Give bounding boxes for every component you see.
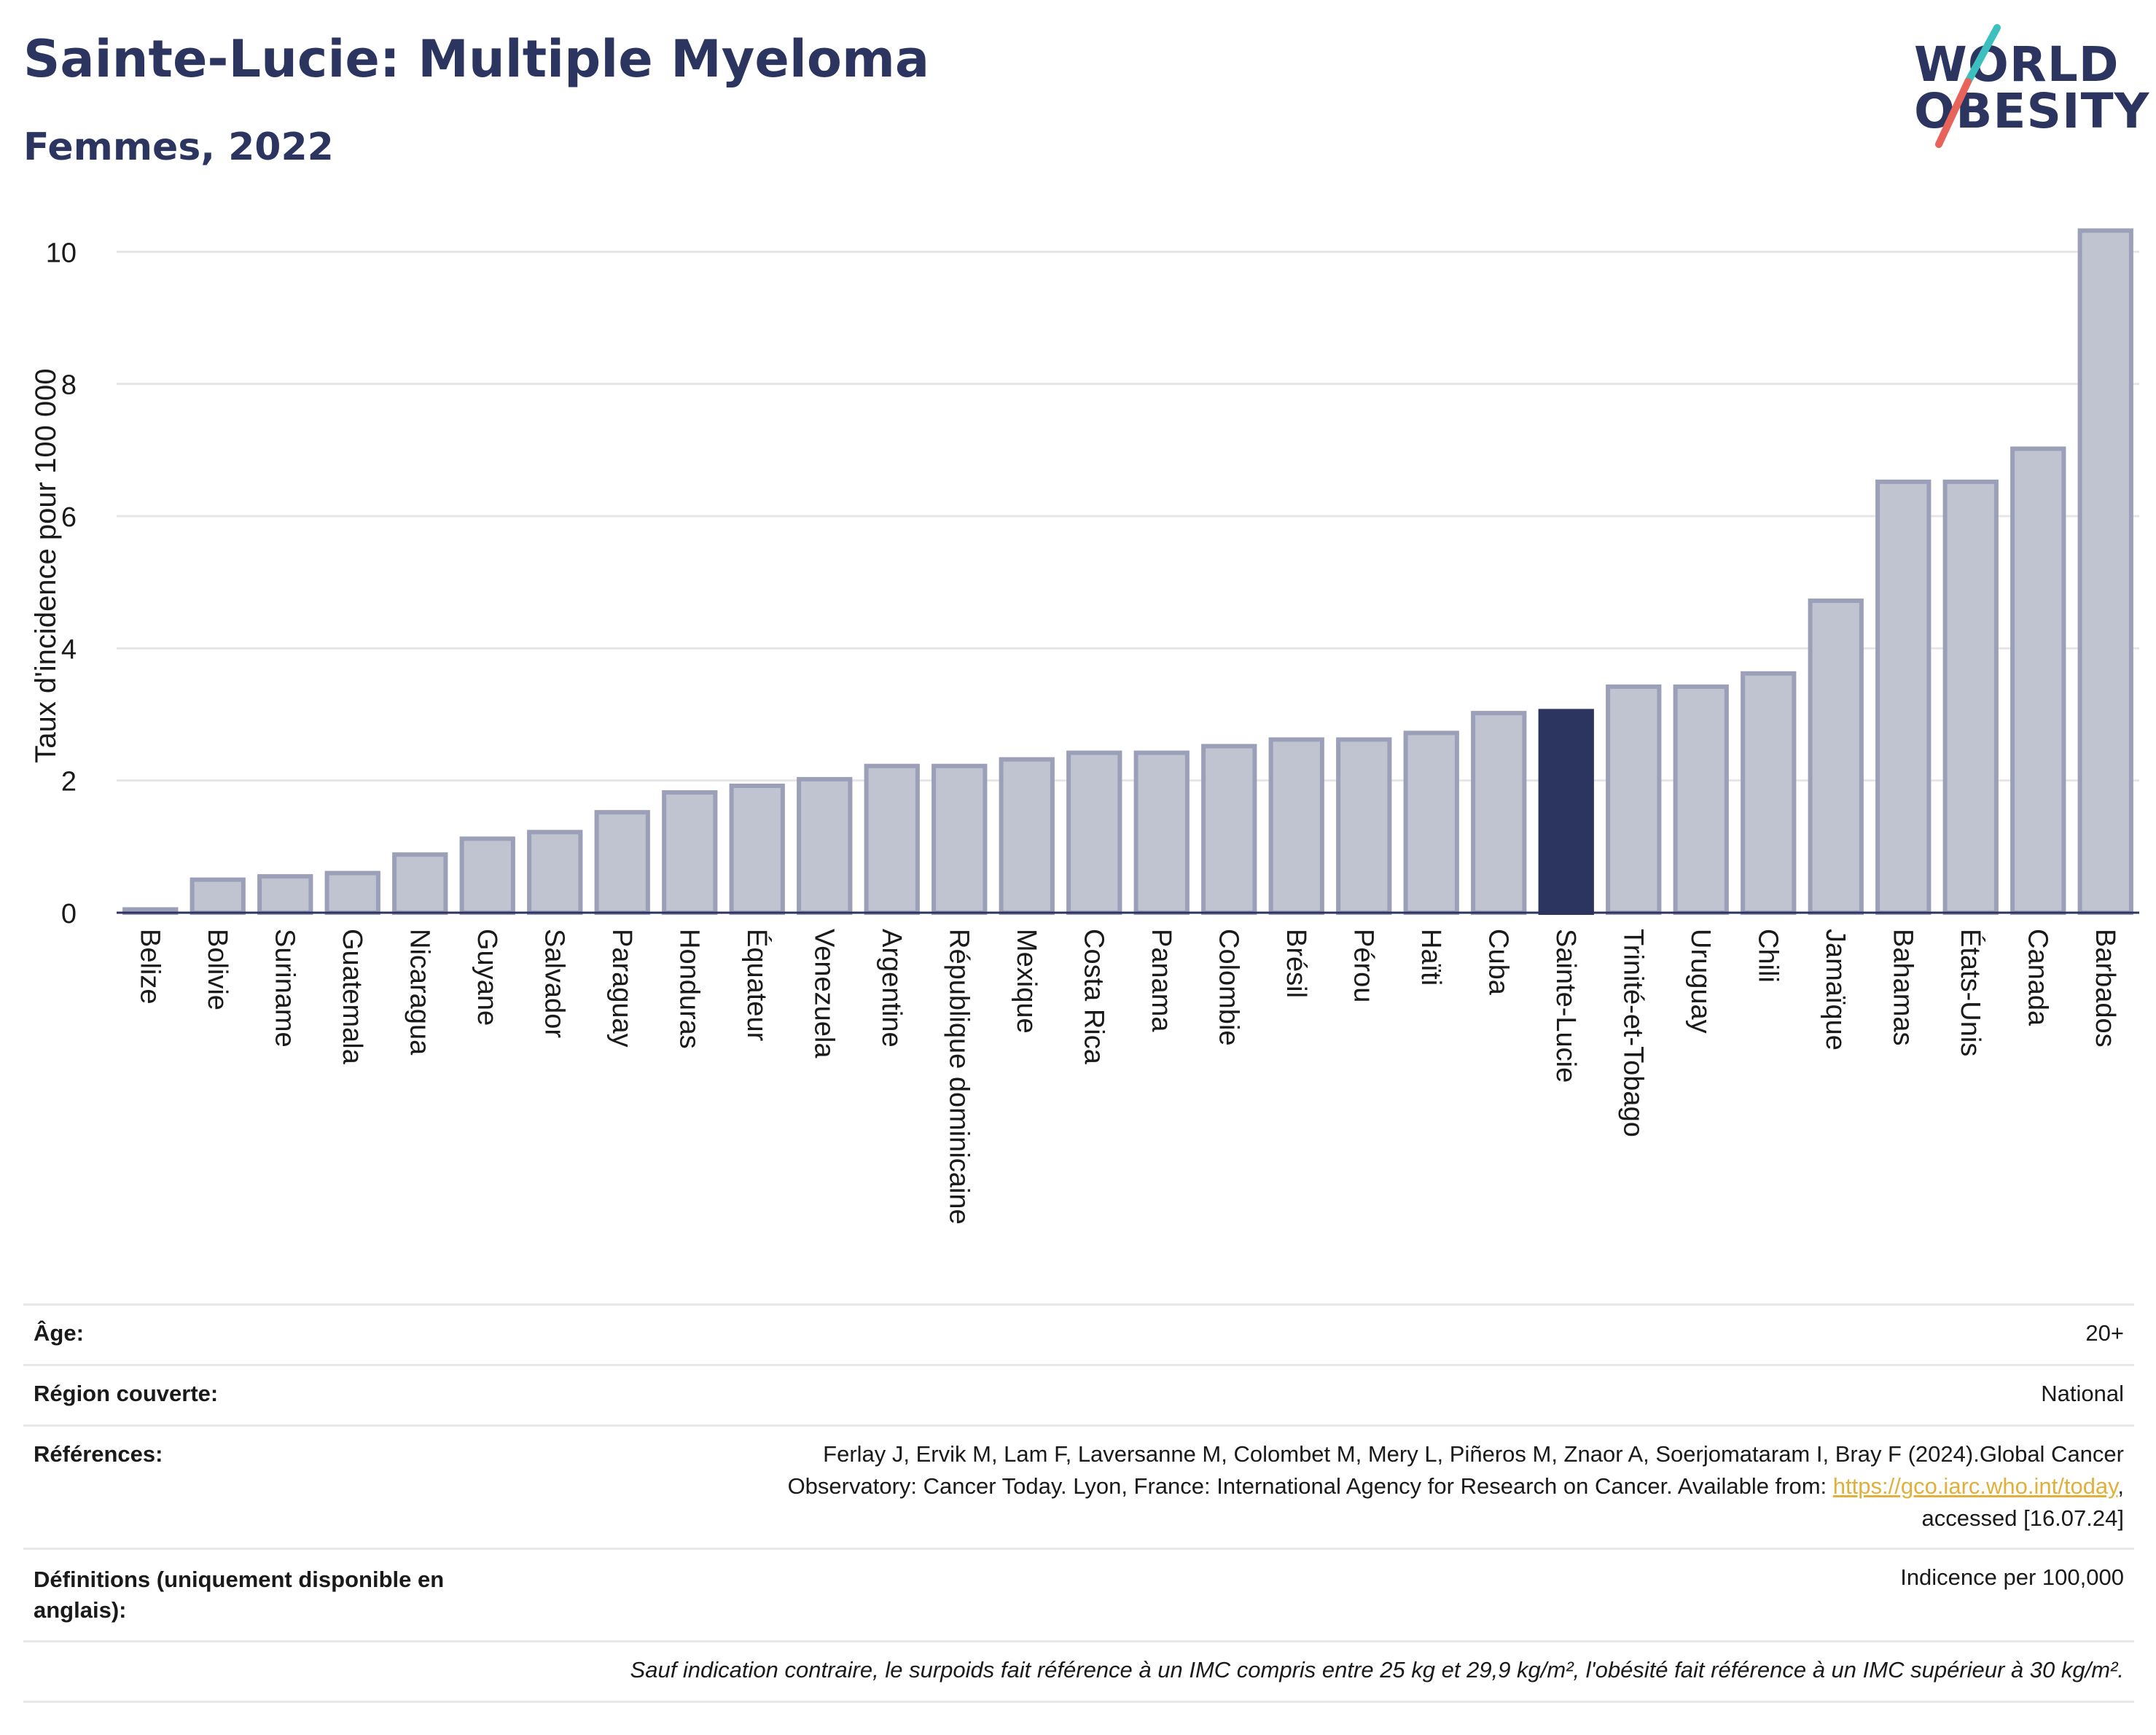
x-tick-label: Nicaragua bbox=[404, 929, 434, 1056]
x-tick-label: Sainte-Lucie bbox=[1550, 929, 1581, 1083]
bar-barbados bbox=[2077, 228, 2133, 915]
x-tick-label: Cuba bbox=[1483, 929, 1513, 996]
bar-panama bbox=[1133, 750, 1190, 915]
footnote: Sauf indication contraire, le surpoids f… bbox=[630, 1657, 2124, 1683]
x-tick-label: Guatemala bbox=[337, 929, 367, 1065]
logo-slash-icon bbox=[1935, 24, 2001, 148]
bars bbox=[122, 228, 2133, 916]
x-tick-label: Brésil bbox=[1281, 929, 1311, 998]
definitions-label-line-1: Définitions (uniquement disponible en bbox=[34, 1567, 445, 1592]
bar-équateur bbox=[729, 783, 785, 915]
bar-mexique bbox=[999, 757, 1055, 915]
y-axis-ticks: 0 2 4 6 8 10 bbox=[46, 238, 77, 929]
x-tick-label: Chili bbox=[1752, 929, 1783, 983]
bar-république-dominicaine bbox=[931, 763, 988, 915]
bar-bolivie bbox=[190, 877, 246, 916]
bar-uruguay bbox=[1673, 684, 1729, 915]
bar-trinité-et-tobago bbox=[1606, 684, 1662, 915]
info-row-region: Région couverte: National bbox=[23, 1364, 2134, 1424]
definitions-label-line-2: anglais): bbox=[34, 1597, 127, 1623]
bar-jamaïque bbox=[1808, 599, 1864, 915]
info-row-note: Sauf indication contraire, le surpoids f… bbox=[23, 1640, 2134, 1703]
x-tick-label: Canada bbox=[2022, 929, 2053, 1026]
region-value: National bbox=[2041, 1381, 2124, 1406]
bar-pérou bbox=[1336, 737, 1392, 915]
x-tick-label: Jamaïque bbox=[1820, 929, 1851, 1050]
bar-costa-rica bbox=[1066, 750, 1122, 915]
bar-venezuela bbox=[797, 776, 853, 915]
bar-états-unis bbox=[1942, 479, 1999, 915]
x-tick-label: Costa Rica bbox=[1078, 929, 1109, 1065]
y-tick-label: 6 bbox=[61, 502, 77, 533]
references-line-2: Observatory: Cancer Today. Lyon, France:… bbox=[788, 1470, 2124, 1502]
bar-paraguay bbox=[594, 810, 650, 915]
x-tick-label: Équateur bbox=[741, 929, 773, 1042]
x-tick-label: Salvador bbox=[539, 929, 569, 1038]
x-tick-label: Honduras bbox=[673, 929, 704, 1049]
bar-chart: 0 2 4 6 8 10 Belize Bolivie Suriname Guatemala Ni… bbox=[30, 228, 2139, 1225]
x-tick-label: République dominicaine bbox=[943, 929, 974, 1225]
bar-cuba bbox=[1471, 711, 1527, 915]
x-tick-label: Panama bbox=[1146, 929, 1176, 1032]
x-tick-label: Haïti bbox=[1415, 929, 1446, 986]
x-tick-label: Pérou bbox=[1348, 929, 1378, 1002]
x-tick-label: Guyane bbox=[472, 929, 502, 1026]
references-line-2-end: , bbox=[2117, 1473, 2124, 1499]
x-tick-label: Trinité-et-Tobago bbox=[1617, 929, 1648, 1137]
info-row-references: Références: Ferlay J, Ervik M, Lam F, La… bbox=[23, 1424, 2134, 1548]
x-tick-label: Paraguay bbox=[606, 929, 637, 1048]
references-line-1: Ferlay J, Ervik M, Lam F, Laversanne M, … bbox=[823, 1441, 2124, 1467]
y-tick-label: 8 bbox=[61, 370, 77, 401]
y-tick-label: 4 bbox=[61, 634, 77, 665]
bar-nicaragua bbox=[392, 852, 448, 915]
x-tick-label: Barbados bbox=[2090, 929, 2120, 1048]
bar-chili bbox=[1741, 671, 1797, 916]
bar-haïti bbox=[1403, 730, 1459, 915]
references-line-2-text: Observatory: Cancer Today. Lyon, France:… bbox=[787, 1473, 1833, 1499]
definitions-label: Définitions (uniquement disponible en an… bbox=[34, 1564, 444, 1626]
references-label: Références: bbox=[34, 1441, 163, 1467]
x-tick-label: Bahamas bbox=[1887, 929, 1918, 1046]
age-value: 20+ bbox=[2085, 1320, 2124, 1346]
x-tick-label: Bolivie bbox=[202, 929, 233, 1010]
bar-guyane bbox=[459, 836, 515, 915]
x-axis-labels: Belize Bolivie Suriname Guatemala Nicaragua G… bbox=[134, 929, 2120, 1225]
bar-canada bbox=[2010, 446, 2066, 915]
info-table: Âge: 20+ Région couverte: National Référ… bbox=[23, 1303, 2134, 1703]
bar-sainte-lucie bbox=[1538, 709, 1594, 915]
y-tick-label: 0 bbox=[61, 899, 77, 929]
x-tick-label: Suriname bbox=[269, 929, 300, 1048]
x-tick-label: Mexique bbox=[1011, 929, 1042, 1034]
y-axis-label: Taux d'incidence pour 100 000 bbox=[30, 368, 62, 763]
y-tick-label: 2 bbox=[61, 767, 77, 798]
x-tick-label: Argentine bbox=[876, 929, 907, 1048]
region-label: Région couverte: bbox=[34, 1381, 219, 1406]
bar-brésil bbox=[1268, 737, 1324, 915]
bar-suriname bbox=[257, 874, 313, 916]
y-tick-label: 10 bbox=[46, 238, 77, 268]
world-obesity-logo: WORLD OBESITY bbox=[1902, 22, 2149, 153]
x-tick-label: Colombie bbox=[1213, 929, 1243, 1046]
bar-honduras bbox=[662, 789, 718, 916]
age-label: Âge: bbox=[34, 1320, 84, 1346]
references-line-3: accessed [16.07.24] bbox=[1921, 1505, 2124, 1531]
references-value: Ferlay J, Ervik M, Lam F, Laversanne M, … bbox=[788, 1438, 2124, 1535]
logo-word-world: WORLD bbox=[1914, 36, 2120, 93]
bar-bahamas bbox=[1875, 479, 1932, 915]
page-title: Sainte-Lucie: Multiple Myeloma bbox=[23, 29, 930, 89]
bar-argentine bbox=[864, 763, 920, 915]
info-row-definitions: Définitions (uniquement disponible en an… bbox=[23, 1548, 2134, 1640]
bar-colombie bbox=[1201, 744, 1257, 916]
page-subtitle: Femmes, 2022 bbox=[23, 125, 334, 169]
bar-salvador bbox=[527, 830, 583, 915]
definitions-value: Indicence per 100,000 bbox=[1900, 1564, 2124, 1590]
x-tick-label: Venezuela bbox=[808, 929, 839, 1058]
x-tick-label: Uruguay bbox=[1685, 929, 1716, 1034]
bar-guatemala bbox=[324, 870, 380, 915]
x-tick-label: États-Unis bbox=[1955, 929, 1986, 1056]
x-tick-label: Belize bbox=[134, 929, 165, 1005]
references-link[interactable]: https://gco.iarc.who.int/today bbox=[1832, 1473, 2118, 1499]
info-row-age: Âge: 20+ bbox=[23, 1303, 2134, 1364]
